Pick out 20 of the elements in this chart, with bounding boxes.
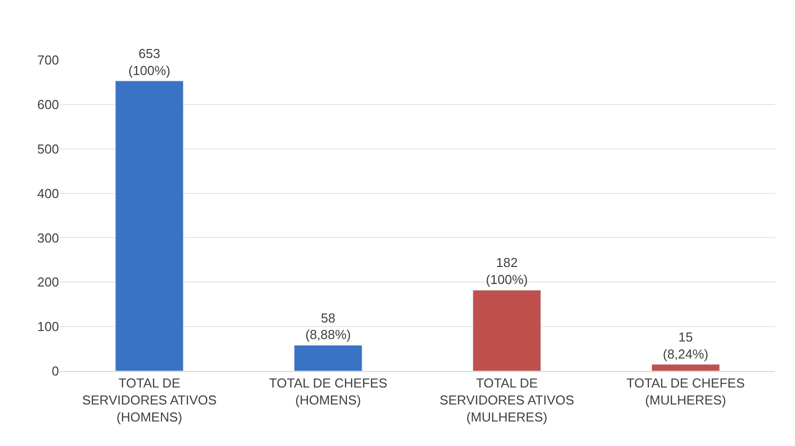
x-tick-label: TOTAL DE SERVIDORES ATIVOS (HOMENS) <box>82 376 218 424</box>
bar <box>472 290 542 371</box>
y-tick-label: 700 <box>37 52 59 68</box>
y-tick-label: 300 <box>37 230 59 246</box>
bar <box>294 344 362 371</box>
x-tick-label: TOTAL DE CHEFES (HOMENS) <box>269 376 388 408</box>
y-tick-label: 500 <box>37 141 59 156</box>
y-tick-label: 0 <box>52 364 59 379</box>
x-tick-label: TOTAL DE CHEFES (MULHERES) <box>626 376 746 408</box>
y-tick-label: 100 <box>37 319 59 334</box>
data-label: 653 (100%) <box>128 46 170 78</box>
bar <box>651 364 720 371</box>
data-label: 58 (8,88%) <box>305 310 351 342</box>
x-tick-label: TOTAL DE SERVIDORES ATIVOS (MULHERES) <box>440 376 575 424</box>
y-tick-label: 600 <box>37 96 59 112</box>
data-label: 15 (8,24%) <box>662 329 708 362</box>
data-label: 182 (100%) <box>486 255 528 288</box>
y-tick-label: 200 <box>37 274 59 290</box>
bar <box>115 80 184 371</box>
y-tick-label: 400 <box>37 186 59 201</box>
